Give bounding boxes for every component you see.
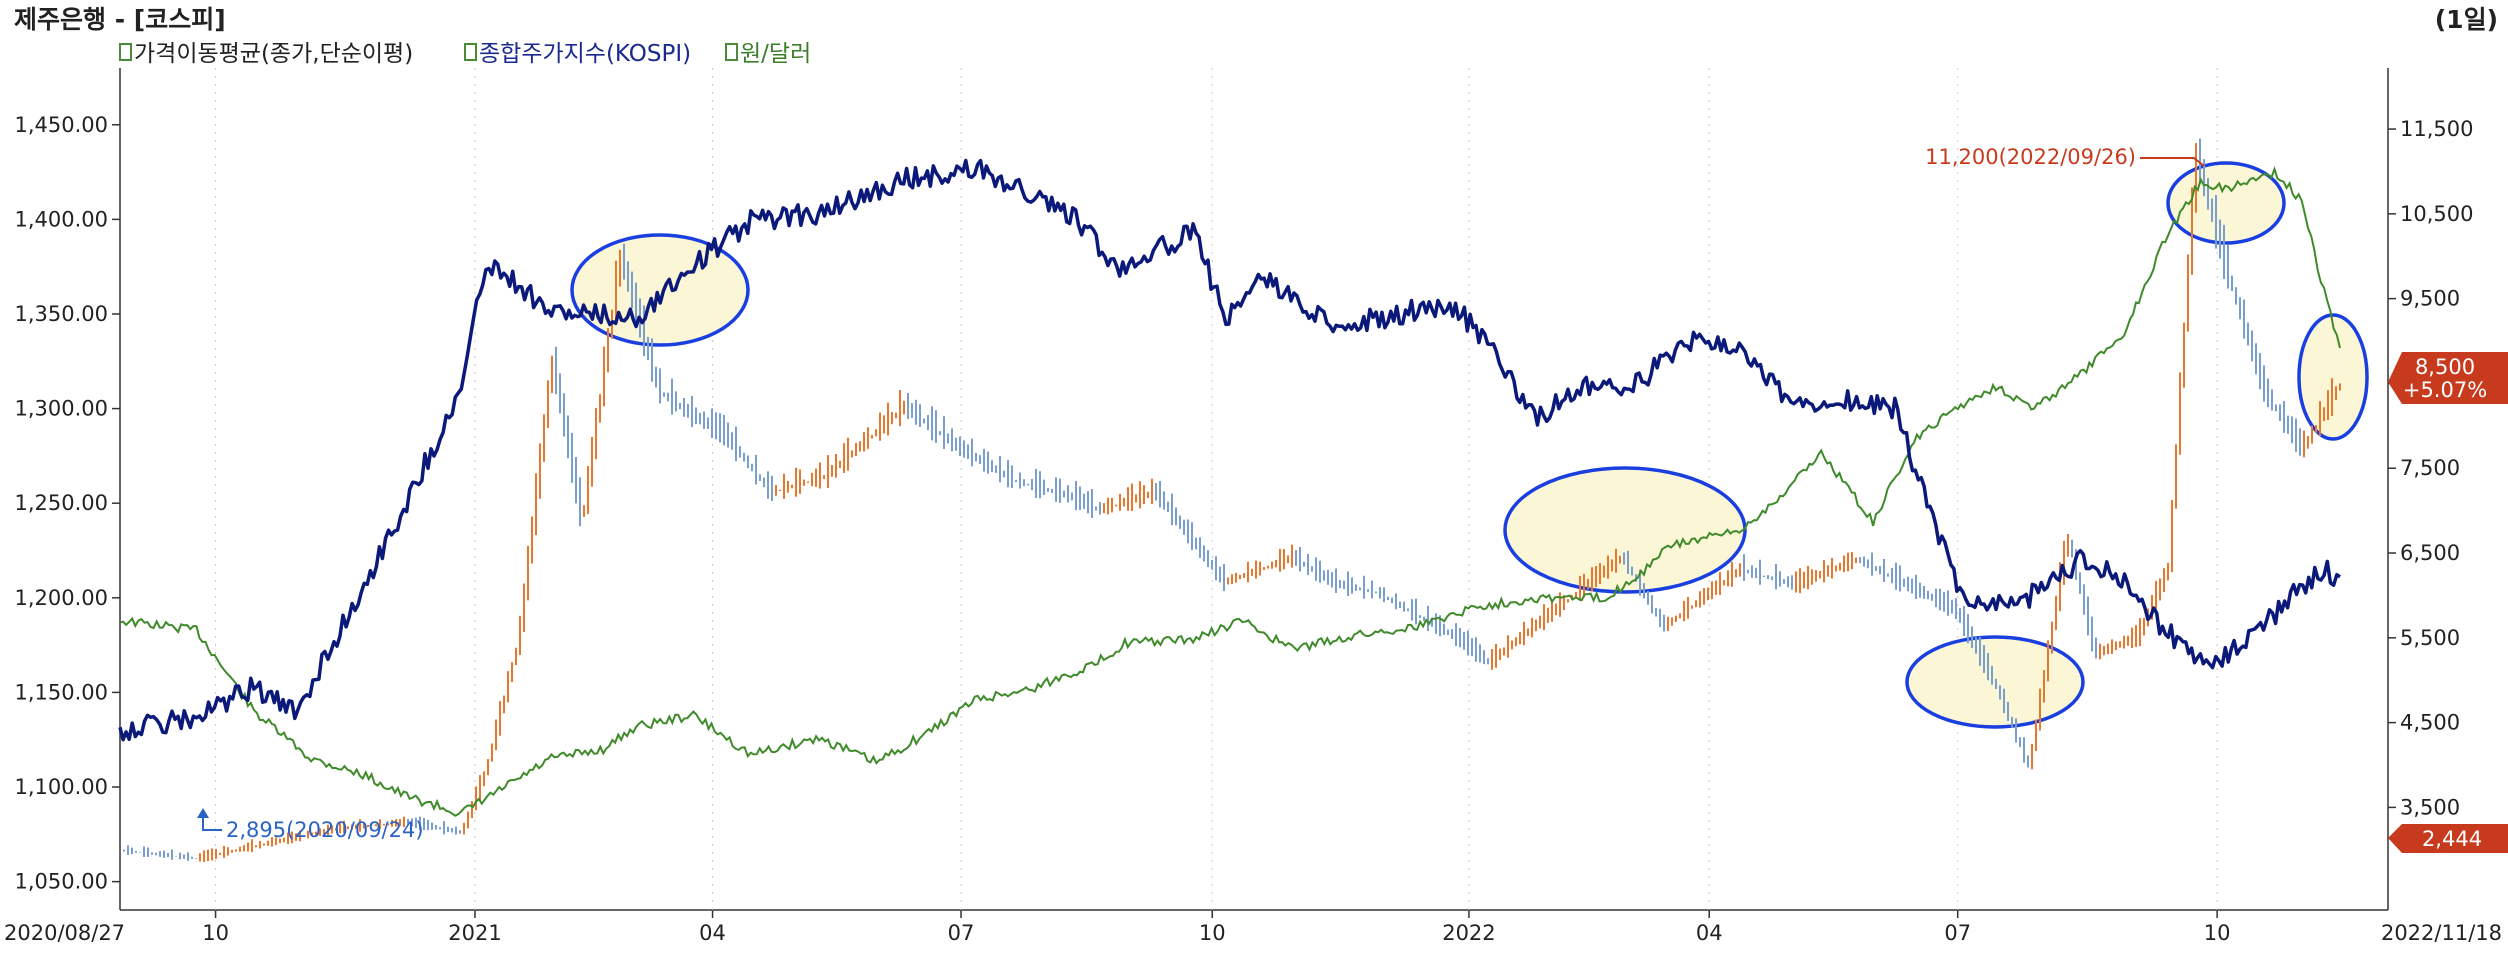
chart-title: 제주은행 - [코스피] [14, 5, 226, 34]
right-axis-ticks: 11,500 10,500 9,500 8,500 7,500 6,500 5,500 4,5… [2388, 117, 2473, 819]
chart-header-bar [0, 0, 2508, 38]
right-tick-label: 9,500 [2400, 287, 2460, 311]
low-arrow-icon [202, 816, 222, 831]
legend-box-icon[interactable] [464, 43, 477, 61]
x-tick-label: 07 [948, 921, 975, 945]
legend-box-icon[interactable] [119, 43, 132, 61]
highlight-ellipse [2297, 313, 2369, 441]
legend-box-icon[interactable] [725, 43, 738, 61]
low-arrowhead-icon [197, 808, 209, 818]
x-axis-ticks: 2020/08/27 10 2021 04 07 10 2022 04 07 10 2022/11/… [4, 910, 2502, 945]
kospi-line [118, 158, 2341, 742]
left-tick-label: 1,300.00 [14, 397, 108, 421]
x-tick-label: 2022 [1442, 921, 1495, 945]
highlight-ellipse [1503, 466, 1747, 594]
left-axis-ticks: 1,450.00 1,400.00 1,350.00 1,300.00 1,250.00… [14, 113, 120, 894]
period-label[interactable]: (1일) [2435, 5, 2498, 34]
right-tick-label: 11,500 [2400, 117, 2473, 141]
stock-price-bars [119, 138, 2341, 862]
right-tick-label: 4,500 [2400, 711, 2460, 735]
high-arrow-icon [2140, 157, 2205, 167]
price-badge-shape [2388, 352, 2508, 404]
legend-kospi-label: 종합주가지수(KOSPI) [479, 41, 691, 67]
right-tick-label: 7,500 [2400, 456, 2460, 480]
x-tick-label: 10 [1199, 921, 1226, 945]
legend-ma-label: 가격이동평균(종가,단순이평) [134, 41, 413, 67]
ma-badge-shape [2388, 824, 2508, 853]
x-tick-label: 04 [1696, 921, 1723, 945]
right-tick-label: 5,500 [2400, 626, 2460, 650]
left-tick-label: 1,100.00 [14, 775, 108, 799]
low-label: 2,895(2020/09/24) [226, 818, 424, 842]
price-badge: 8,500 +5.07% [2388, 352, 2508, 404]
high-annotation: 11,200(2022/09/26) [1925, 145, 2205, 169]
x-tick-label: 2020/08/27 [4, 921, 125, 945]
gridlines [215, 68, 2218, 910]
left-tick-label: 1,350.00 [14, 302, 108, 326]
price-value: 8,500 [2415, 355, 2475, 379]
low-annotation: 2,895(2020/09/24) [197, 808, 424, 842]
highlight-ellipses [570, 161, 2369, 729]
legend-usdkrw-label: 원/달러 [740, 41, 811, 67]
high-label: 11,200(2022/09/26) [1925, 145, 2136, 169]
left-tick-label: 1,150.00 [14, 680, 108, 704]
left-tick-label: 1,250.00 [14, 491, 108, 515]
left-tick-label: 1,200.00 [14, 586, 108, 610]
left-tick-label: 1,400.00 [14, 207, 108, 231]
price-change: +5.07% [2403, 378, 2487, 402]
highlight-ellipse [570, 233, 750, 347]
ma-badge: 2,444 [2388, 824, 2508, 853]
x-tick-label: 2022/11/18 [2381, 921, 2502, 945]
x-tick-label: 2021 [448, 921, 501, 945]
left-tick-label: 1,450.00 [14, 113, 108, 137]
series-lines [118, 158, 2341, 817]
right-tick-label: 10,500 [2400, 202, 2473, 226]
x-tick-label: 07 [1944, 921, 1971, 945]
right-tick-label: 3,500 [2400, 795, 2460, 819]
x-tick-label: 10 [202, 921, 229, 945]
left-tick-label: 1,050.00 [14, 870, 108, 894]
usdkrw-line [119, 165, 2341, 817]
legend: 가격이동평균(종가,단순이평) 종합주가지수(KOSPI) 원/달러 [119, 41, 811, 67]
x-tick-label: 10 [2204, 921, 2231, 945]
right-tick-label: 6,500 [2400, 541, 2460, 565]
ma-value: 2,444 [2422, 827, 2482, 851]
x-tick-label: 04 [699, 921, 726, 945]
